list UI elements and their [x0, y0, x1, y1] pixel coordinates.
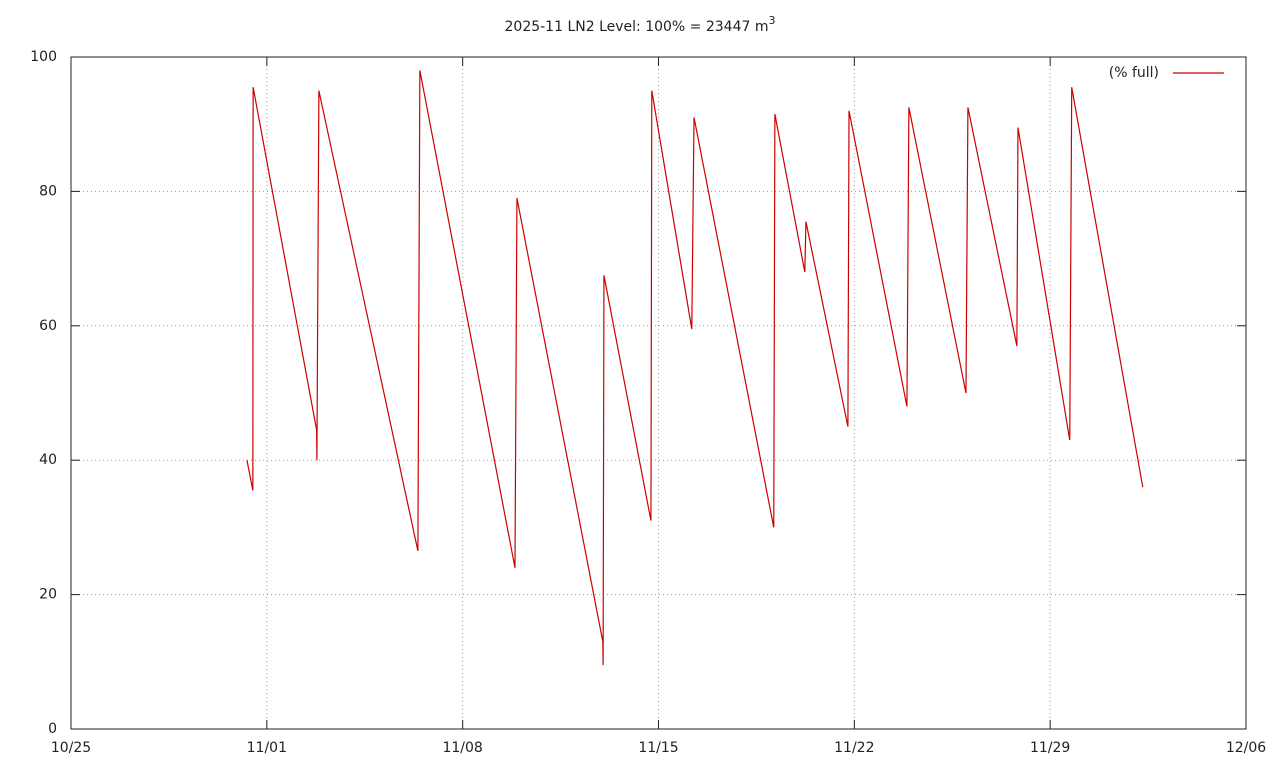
chart-title: 2025-11 LN2 Level: 100% = 23447 m3 — [505, 14, 776, 35]
x-tick-label: 10/25 — [51, 740, 91, 756]
x-tick-label: 11/29 — [1030, 740, 1070, 756]
x-tick-label: 11/22 — [834, 740, 874, 756]
y-tick-label: 0 — [48, 721, 57, 737]
title-superscript: 3 — [768, 14, 775, 27]
y-tick-label: 80 — [39, 183, 57, 199]
title-main: 2025-11 LN2 Level: 100% = 23447 m — [505, 19, 769, 35]
y-tick-label: 20 — [39, 587, 57, 603]
legend-label: (% full) — [1109, 65, 1159, 81]
x-tick-label: 11/08 — [442, 740, 482, 756]
y-tick-label: 100 — [30, 49, 57, 65]
y-tick-label: 60 — [39, 318, 57, 334]
x-tick-label: 12/06 — [1226, 740, 1266, 756]
x-tick-label: 11/15 — [638, 740, 678, 756]
data-line — [246, 70, 1144, 666]
y-tick-label: 40 — [39, 452, 57, 468]
x-tick-label: 11/01 — [247, 740, 287, 756]
